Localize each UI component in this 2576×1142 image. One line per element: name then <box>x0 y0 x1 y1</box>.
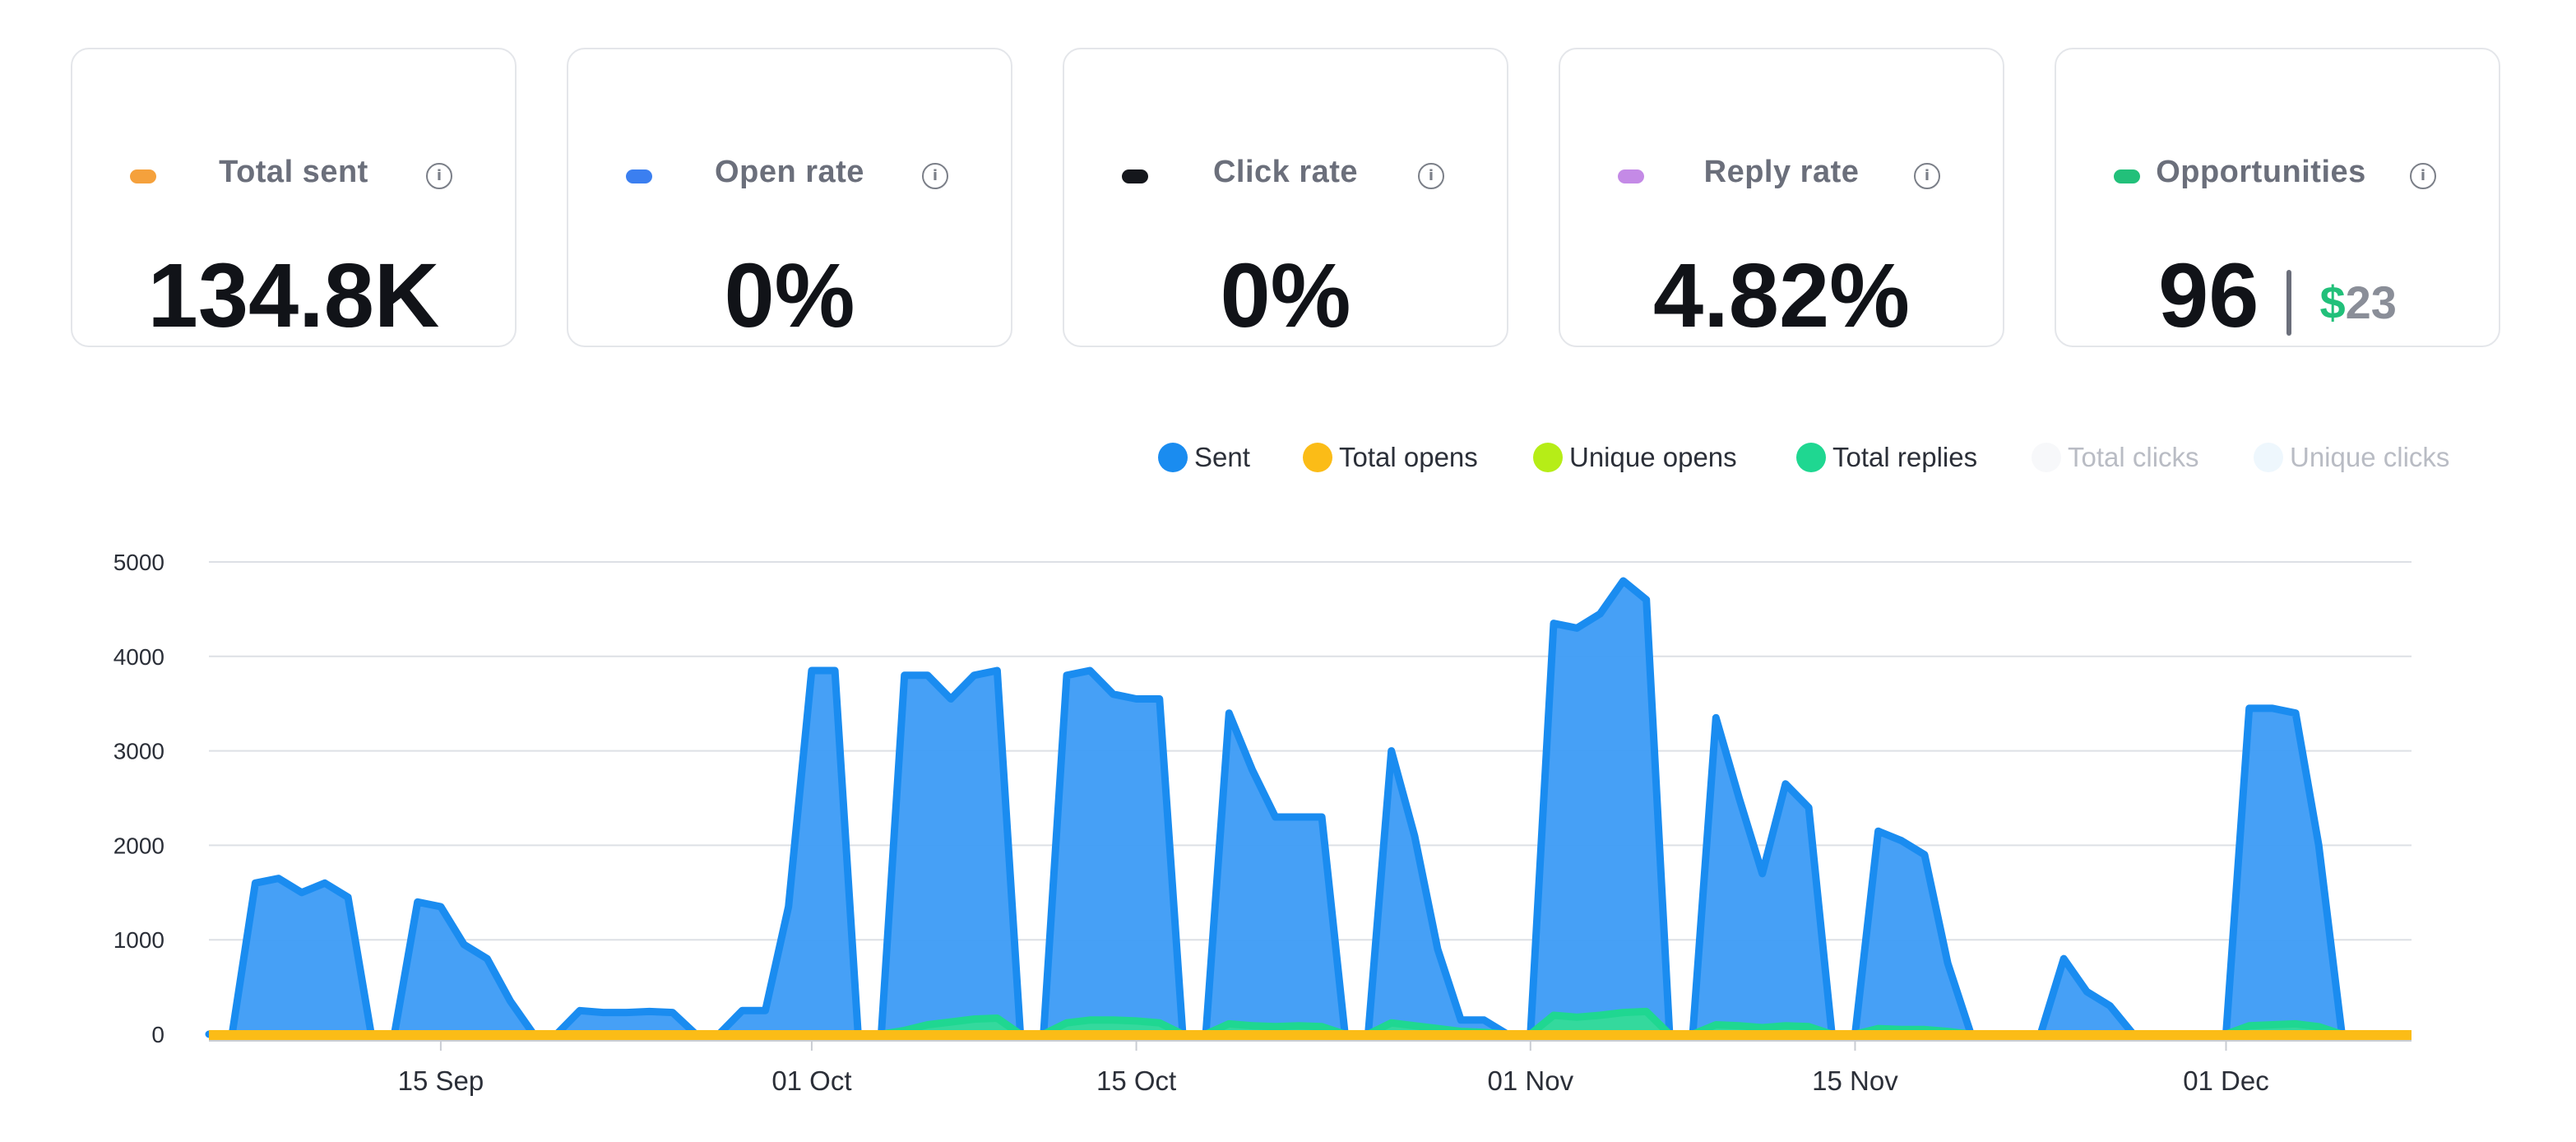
legend-label: Total clicks <box>2068 442 2199 472</box>
x-tick-label: 01 Oct <box>771 1065 851 1096</box>
legend-label: Sent <box>1194 442 1250 472</box>
y-tick-label: 2000 <box>114 833 164 858</box>
info-icon[interactable]: i <box>426 163 452 189</box>
x-tick-label: 15 Nov <box>1812 1065 1898 1096</box>
y-tick-label: 4000 <box>114 644 164 670</box>
legend-dot <box>1303 443 1332 472</box>
click-rate-card: Click rate i 0% <box>1063 48 1508 347</box>
legend-dot <box>1796 443 1826 472</box>
x-tick-label: 15 Oct <box>1096 1065 1176 1096</box>
y-tick-label: 1000 <box>114 927 164 953</box>
chart-series <box>205 577 2412 1040</box>
legend-dot <box>2254 443 2283 472</box>
legend-label: Total replies <box>1832 442 1978 472</box>
legend-item-total-clicks[interactable]: Total clicks <box>2032 439 2199 476</box>
legend-item-unique-opens[interactable]: Unique opens <box>1533 439 1737 476</box>
legend-dot <box>2032 443 2061 472</box>
legend-label: Unique clicks <box>2290 442 2450 472</box>
opportunities-amount: $23 <box>2319 276 2396 328</box>
total-sent-swatch <box>130 169 156 183</box>
x-tick-label: 01 Dec <box>2183 1065 2269 1096</box>
legend-dot <box>1533 443 1563 472</box>
legend-item-unique-clicks[interactable]: Unique clicks <box>2254 439 2449 476</box>
y-tick-label: 5000 <box>114 550 164 575</box>
legend-item-sent[interactable]: Sent <box>1158 439 1250 476</box>
opportunities-amount-value: 23 <box>2345 276 2397 328</box>
dollar-sign-icon: $ <box>2319 276 2346 328</box>
opportunities-count: 96 <box>2158 245 2259 346</box>
open-rate-label: Open rate <box>715 155 864 189</box>
x-tick-label: 01 Nov <box>1488 1065 1574 1096</box>
opportunities-value: 96 $23 <box>2056 251 2499 341</box>
open-rate-value: 0% <box>724 245 855 346</box>
total-sent-card: Total sent i 134.8K <box>71 48 517 347</box>
opportunities-swatch <box>2114 169 2140 183</box>
reply-rate-card: Reply rate i 4.82% <box>1559 48 2004 347</box>
info-icon[interactable]: i <box>922 163 948 189</box>
legend-dot <box>1158 443 1188 472</box>
info-icon[interactable]: i <box>1914 163 1940 189</box>
total-sent-label: Total sent <box>219 155 368 189</box>
value-separator <box>2286 269 2292 336</box>
open-rate-swatch <box>626 169 652 183</box>
opportunities-label: Opportunities <box>2156 155 2366 189</box>
opportunities-card: Opportunities i 96 $23 <box>2055 48 2500 347</box>
legend-item-total-opens[interactable]: Total opens <box>1303 439 1478 476</box>
y-tick-label: 3000 <box>114 739 164 764</box>
x-tick-label: 15 Sep <box>398 1065 484 1096</box>
sent-activity-chart: 0 1000 2000 3000 4000 5000 15 Sep 01 Oct 15 Oct 0… <box>114 550 2412 1096</box>
legend-item-total-replies[interactable]: Total replies <box>1796 439 1977 476</box>
sent-area <box>209 581 2342 1034</box>
legend-label: Unique opens <box>1569 442 1737 472</box>
info-icon[interactable]: i <box>1418 163 1444 189</box>
reply-rate-swatch <box>1618 169 1644 183</box>
chart-axes: 0 1000 2000 3000 4000 5000 15 Sep 01 Oct 15 Oct 0… <box>114 550 2412 1096</box>
click-rate-value: 0% <box>1220 245 1351 346</box>
open-rate-card: Open rate i 0% <box>567 48 1012 347</box>
legend-label: Total opens <box>1339 442 1478 472</box>
click-rate-label: Click rate <box>1212 155 1359 189</box>
y-tick-label: 0 <box>151 1022 164 1047</box>
click-rate-swatch <box>1122 169 1148 183</box>
reply-rate-value: 4.82% <box>1653 245 1910 346</box>
info-icon[interactable]: i <box>2410 163 2436 189</box>
total-sent-value: 134.8K <box>147 245 440 346</box>
reply-rate-label: Reply rate <box>1703 155 1860 189</box>
